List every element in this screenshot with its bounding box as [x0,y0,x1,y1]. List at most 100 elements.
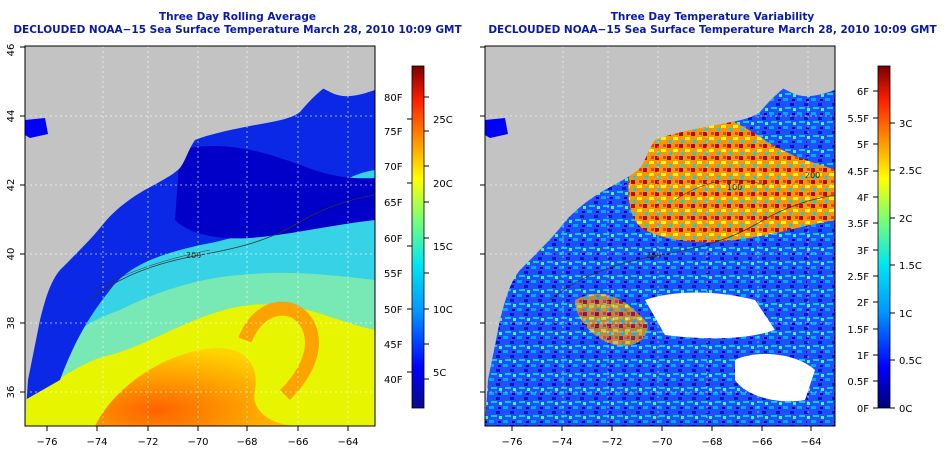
right-lat-tick: 36 [475,386,477,399]
left-colorbar-label-c: 10C [433,305,453,316]
right-lon-axis: −76 −74 −72 −70 −68 −66 −64 [501,426,822,448]
left-colorbar-label-f: 50F [384,305,403,316]
right-colorbar-label-f: 1F [857,351,869,362]
nova-scotia-land [260,46,375,97]
right-contour-label: 100 [727,183,742,192]
warm-eddy [238,301,319,400]
high-variability-region [628,107,835,242]
left-lat-tick: 40 [6,248,17,261]
left-lon-tick: −70 [187,437,208,448]
depth-contour-200 [549,194,835,301]
nova-scotia-land [720,46,835,97]
left-lat-tick: 42 [6,179,17,192]
left-colorbar-label-c: 20C [433,179,453,190]
left-lat-tick: 46 [6,44,17,57]
left-colorbar-label-f: 65F [384,198,403,209]
right-map-panel: Three Day Temperature Variability DECLOU… [475,0,950,475]
right-colorbar-label-f: 5F [857,140,869,151]
right-colorbar-label-c: 2C [899,214,912,225]
right-lon-tick: −66 [751,437,772,448]
right-colorbar-label-c: 0C [899,404,912,415]
right-lat-tick: 46 [475,44,477,57]
right-colorbar-label-f: 6F [857,87,869,98]
right-lat-axis: 36 38 40 42 44 46 [475,44,485,399]
left-colorbar-label-f: 75F [384,127,403,138]
right-lat-tick: 44 [475,110,477,123]
north-american-landmass [485,46,835,426]
left-lon-tick: −66 [287,437,308,448]
right-lat-tick: 40 [475,248,477,261]
left-colorbar-label-c: 25C [433,115,453,126]
left-lat-tick: 44 [6,110,17,123]
inland-water-bay [25,118,48,138]
right-map-frame [484,45,836,427]
left-lon-axis: −76 −74 −72 −70 −68 −66 −64 [36,426,359,448]
right-lon-tick: −64 [800,437,821,448]
left-contour-label: 200 [186,251,201,260]
left-map-subtitle: DECLOUDED NOAA−15 Sea Surface Temperatur… [13,24,462,36]
left-colorbar-label-f: 55F [384,269,403,280]
left-colorbar-gradient [411,65,425,409]
left-colorbar-label-f: 80F [384,93,403,104]
right-contour-label: 200 [646,251,661,260]
depth-contour-200 [89,194,375,301]
right-lon-tick: −68 [701,437,722,448]
depth-contour-secondary [94,249,211,291]
right-map-figure: 200 100 200 [475,44,922,448]
right-colorbar: 6F 5.5F 5F 4.5F 4F 3.5F 3F 2.5F 2F 1.5F … [847,65,922,415]
north-american-landmass [25,46,375,426]
right-colorbar-label-f: 3.5F [847,219,869,230]
depth-contour-100 [674,179,766,201]
shelf-variability-patch [575,293,648,346]
right-map-plot-area: 200 100 200 [485,46,835,426]
left-map-figure: 200 [6,44,453,448]
left-lat-tick: 38 [6,317,17,330]
left-colorbar-label-c: 5C [433,368,446,379]
left-map-frame [24,45,376,427]
inland-water-bay [485,118,508,138]
right-colorbar-label-c: 0.5C [899,356,922,367]
right-lat-tick: 38 [475,317,477,330]
cloud-mask-region [735,354,815,402]
right-colorbar-label-f: 4F [857,193,869,204]
left-lon-tick: −64 [337,437,358,448]
right-colorbar-label-f: 5.5F [847,114,869,125]
right-colorbar-label-c: 2.5C [899,166,922,177]
left-colorbar-label-f: 70F [384,162,403,173]
left-colorbar-label-c: 15C [433,242,453,253]
right-map-title: Three Day Temperature Variability [610,11,815,23]
right-contour-label: 200 [805,171,820,180]
right-lat-tick: 42 [475,179,477,192]
right-colorbar-label-f: 0.5F [847,377,869,388]
left-colorbar-label-f: 40F [384,375,403,386]
right-lon-tick: −70 [651,437,672,448]
gulf-of-maine-cold [175,145,375,239]
cloud-mask-region [645,292,775,339]
right-colorbar-label-f: 3F [857,246,869,257]
left-map-panel: Three Day Rolling Average DECLOUDED NOAA… [6,11,462,448]
right-colorbar-label-f: 0F [857,404,869,415]
right-lon-tick: −72 [601,437,622,448]
left-lon-tick: −68 [236,437,257,448]
left-map-plot-area: 200 [25,46,375,426]
left-lat-axis: 36 38 40 42 44 46 [6,44,25,399]
left-colorbar-label-f: 45F [384,340,403,351]
right-colorbar-label-f: 2F [857,298,869,309]
lat-lon-grid [25,46,375,426]
right-map-subtitle: DECLOUDED NOAA−15 Sea Surface Temperatur… [488,24,937,36]
lat-lon-grid [485,46,835,426]
right-colorbar-label-f: 4.5F [847,167,869,178]
right-colorbar-label-c: 1.5C [899,261,922,272]
right-colorbar-label-c: 3C [899,119,912,130]
right-colorbar-label-c: 1C [899,309,912,320]
right-colorbar-gradient [877,65,891,409]
left-lat-tick: 36 [6,386,17,399]
left-lon-tick: −74 [86,437,107,448]
right-colorbar-label-f: 1.5F [847,325,869,336]
gulf-stream-warm-core [95,348,300,426]
right-lon-tick: −76 [501,437,522,448]
left-lon-tick: −72 [137,437,158,448]
right-lon-tick: −74 [551,437,572,448]
left-map-title: Three Day Rolling Average [158,11,317,23]
left-colorbar: 80F 75F 70F 65F 60F 55F 50F 45F 40F 25C … [384,65,453,409]
